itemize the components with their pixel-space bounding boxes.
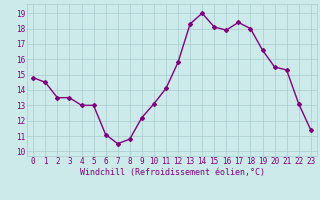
X-axis label: Windchill (Refroidissement éolien,°C): Windchill (Refroidissement éolien,°C) bbox=[79, 168, 265, 177]
